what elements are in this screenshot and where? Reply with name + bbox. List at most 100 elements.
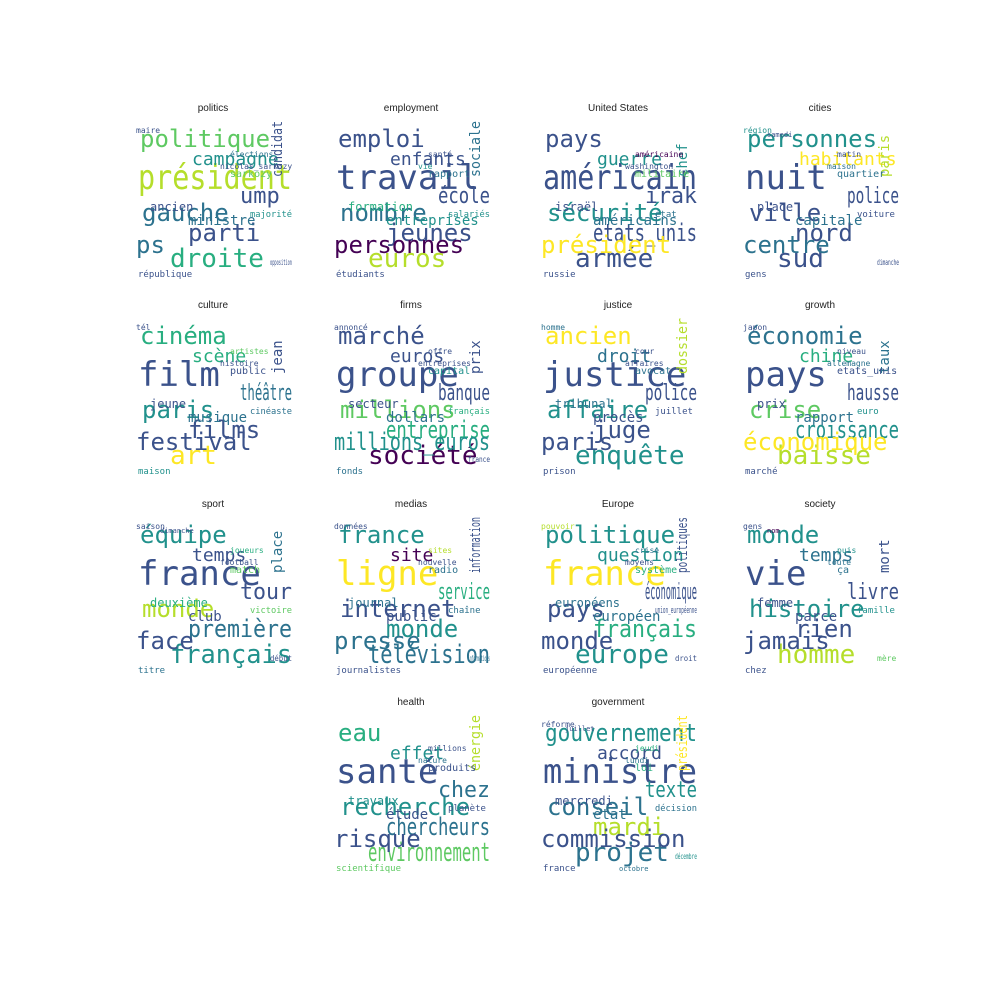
word-cloud: équipe france monde français première face tem… [130, 513, 296, 679]
panel-title: growth [804, 300, 835, 311]
cloud-word: président [541, 231, 671, 259]
cloud-word: opposition [270, 258, 292, 267]
cloud-word: dollars [386, 410, 445, 426]
cloud-word: salariés [448, 209, 490, 220]
cloud-word: millions [428, 744, 467, 753]
cloud-word: sarkozy [230, 169, 272, 180]
wordcloud-panel: Europe politique france pays europe français m… [535, 499, 701, 681]
cloud-word: armée [575, 244, 653, 274]
word-cloud: ancien justice affaire enquête juge paris droi… [535, 314, 701, 480]
cloud-word: japon [743, 323, 767, 332]
cloud-word: famille [857, 606, 895, 616]
cloud-word: octobre [619, 865, 649, 873]
cloud-word: temps [799, 545, 853, 566]
cloud-word: entreprises [418, 359, 471, 368]
cloud-word: société [368, 441, 478, 471]
cloud-word: information [468, 517, 484, 573]
cloud-word: emploi [338, 125, 425, 153]
cloud-word: saison [136, 522, 165, 531]
cloud-word: économique [743, 428, 888, 456]
cloud-word: données [334, 521, 368, 531]
cloud-word: rapport [795, 410, 854, 426]
cloud-word: politique [545, 521, 675, 549]
cloud-word: campagne [192, 149, 279, 170]
cloud-word: millions_euros [334, 428, 490, 456]
cloud-word: livre [847, 580, 899, 605]
cloud-word: france [543, 864, 576, 874]
cloud-word: juillet [565, 725, 595, 733]
cloud-word: vie [418, 162, 433, 171]
cloud-word: toute [827, 558, 851, 567]
cloud-word: gauche [142, 199, 229, 227]
cloud-word: temps [192, 545, 246, 566]
cloud-word: site [390, 545, 433, 566]
cloud-word: capital [428, 366, 470, 377]
panel-title: firms [400, 300, 422, 311]
cloud-word: parce [795, 609, 837, 625]
cloud-word: jeudi [635, 744, 659, 753]
cloud-word: victoire [250, 606, 292, 616]
cloud-word: rapport [428, 169, 470, 180]
cloud-word: annoncé [334, 322, 368, 332]
cloud-word: habitants [799, 149, 897, 170]
cloud-word: monde [386, 615, 458, 643]
cloud-word: puis [837, 546, 856, 555]
cloud-word: sites [428, 546, 452, 555]
cloud-word: théâtre [240, 381, 292, 406]
cloud-word: état [593, 807, 627, 823]
cloud-word: début [270, 653, 292, 663]
cloud-word: ancien [150, 200, 193, 214]
cloud-word: ministre [543, 752, 697, 792]
cloud-word: question [597, 545, 684, 566]
cloud-word: travaux [348, 794, 399, 808]
cloud-word: nature [418, 756, 447, 765]
cloud-word: public [386, 609, 437, 625]
cloud-word: français [448, 407, 490, 417]
cloud-word: jeunes [386, 219, 473, 247]
panel-title: politics [197, 103, 229, 114]
cloud-word: santé [428, 149, 452, 159]
cloud-word: économique [645, 580, 697, 605]
cloud-word: américains [593, 213, 677, 229]
cloud-word: eau [338, 719, 381, 747]
panel-title: culture [197, 300, 228, 311]
wordcloud-panel: government gouvernement ministre conseil pro… [535, 697, 701, 879]
cloud-word: chef [675, 143, 691, 177]
cloud-word: football [220, 558, 259, 567]
cloud-word: paris [142, 396, 214, 424]
cloud-word: français [170, 640, 292, 670]
cloud-word: procès [593, 410, 644, 426]
cloud-word: cour [635, 347, 654, 356]
cloud-word: presse [334, 627, 421, 655]
cloud-word: mardi [593, 813, 665, 841]
cloud-word: capitale [795, 213, 862, 229]
cloud-word: nombre [340, 199, 427, 227]
cloud-word: accord [597, 743, 662, 764]
cloud-word: étudiants [336, 269, 385, 280]
cloud-word: mère [877, 653, 896, 663]
cloud-word: politiques [675, 517, 691, 573]
cloud-word: europe [575, 640, 669, 670]
word-cloud: monde vie histoire homme rien jamais temps livr… [737, 513, 903, 679]
cloud-word: radio [428, 565, 458, 576]
cloud-word: conseil [547, 793, 648, 821]
cloud-word: marché [338, 322, 425, 350]
panel-title: justice [603, 300, 633, 311]
cloud-word: loi [635, 763, 653, 774]
cloud-word: jamais [743, 627, 830, 655]
cloud-word: art [170, 441, 217, 471]
cloud-word: européen [593, 609, 660, 625]
cloud-word: russie [543, 270, 576, 280]
cloud-word: ps [136, 231, 165, 259]
cloud-word: prix [757, 397, 786, 411]
cloud-word: produits [428, 763, 476, 774]
cloud-word: ça [837, 565, 849, 576]
cloud-word: centre [743, 231, 830, 259]
cloud-word: pays [545, 125, 603, 153]
panel-title: health [397, 697, 425, 708]
